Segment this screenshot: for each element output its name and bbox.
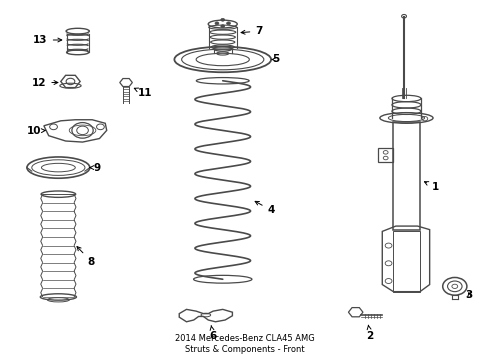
- Text: 11: 11: [134, 88, 152, 98]
- Bar: [378, 148, 392, 162]
- Circle shape: [215, 22, 219, 25]
- Bar: [392, 231, 419, 292]
- Text: 5: 5: [272, 54, 279, 64]
- Text: 13: 13: [33, 35, 61, 45]
- Text: 9: 9: [90, 163, 101, 172]
- Text: 3: 3: [465, 290, 472, 300]
- Text: 2014 Mercedes-Benz CLA45 AMG
Struts & Components - Front: 2014 Mercedes-Benz CLA45 AMG Struts & Co…: [174, 334, 314, 354]
- Text: 2: 2: [366, 325, 373, 341]
- Text: 12: 12: [32, 77, 58, 87]
- Circle shape: [221, 18, 224, 21]
- Text: 1: 1: [424, 182, 438, 192]
- Circle shape: [226, 22, 230, 25]
- Text: 8: 8: [77, 247, 95, 266]
- Text: 6: 6: [209, 325, 216, 341]
- Text: 4: 4: [255, 201, 274, 215]
- Bar: [392, 122, 419, 230]
- Circle shape: [221, 25, 224, 28]
- Text: 10: 10: [27, 126, 45, 136]
- Text: 7: 7: [241, 26, 262, 36]
